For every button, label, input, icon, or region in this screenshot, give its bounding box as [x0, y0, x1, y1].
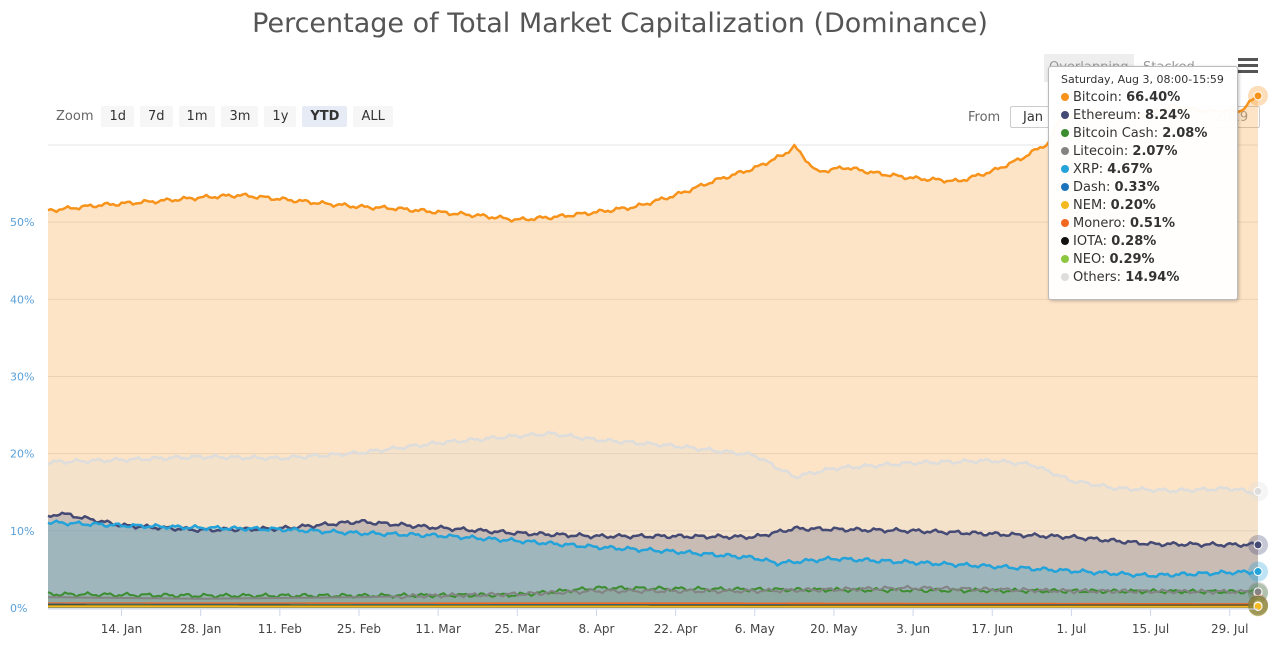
y-tick-label: 50% [10, 216, 34, 229]
x-tick-label: 15. Jul [1132, 622, 1169, 636]
tooltip-series-name: NEM: [1073, 198, 1111, 213]
hover-point [1253, 540, 1263, 550]
series-area-ethereum [48, 512, 1258, 608]
x-tick-label: 20. May [810, 622, 858, 636]
y-tick-label: 40% [10, 293, 34, 306]
legend-dot-icon [1061, 165, 1069, 173]
series-area-bitcoin [48, 95, 1258, 608]
tooltip-series-name: IOTA: [1073, 234, 1112, 249]
x-tick-label: 25. Feb [337, 622, 381, 636]
legend-dot-icon [1061, 111, 1069, 119]
tooltip-series-value: 14.94% [1125, 270, 1180, 285]
series-line-monero [48, 602, 1258, 606]
tooltip-series-name: Others: [1073, 270, 1126, 285]
tooltip-series-name: Ethereum: [1073, 108, 1146, 123]
zoom-1d-button[interactable]: 1d [101, 106, 135, 127]
hover-point [1253, 587, 1263, 597]
zoom-1m-button[interactable]: 1m [178, 106, 216, 127]
series-lines [47, 94, 1259, 608]
tooltip-series-value: 66.40% [1126, 90, 1181, 105]
legend-dot-icon [1061, 147, 1069, 155]
x-tick-label: 22. Apr [654, 622, 698, 636]
y-tick-label: 0% [10, 602, 27, 615]
tooltip-series-value: 0.28% [1111, 234, 1157, 249]
tooltip-series-name: Monero: [1073, 216, 1130, 231]
tooltip-row: Bitcoin: 66.40% [1061, 89, 1237, 107]
tooltip-row: Monero: 0.51% [1061, 215, 1237, 233]
tooltip-series-value: 2.07% [1132, 144, 1178, 159]
hover-point [1253, 601, 1263, 611]
x-tick-label: 17. Jun [971, 622, 1013, 636]
legend-dot-icon [1061, 183, 1069, 191]
tooltip-series-name: NEO: [1073, 252, 1110, 267]
tooltip-series-value: 4.67% [1107, 162, 1153, 177]
legend-dot-icon [1061, 201, 1069, 209]
tooltip-series-name: XRP: [1073, 162, 1108, 177]
legend-dot-icon [1061, 129, 1069, 137]
tooltip-row: IOTA: 0.28% [1061, 233, 1237, 251]
zoom-3m-button[interactable]: 3m [221, 106, 259, 127]
hover-point [1253, 567, 1263, 577]
series-area-others [48, 432, 1258, 608]
x-tick-label: 11. Feb [258, 622, 302, 636]
tooltip-row: Others: 14.94% [1061, 269, 1237, 287]
tooltip-rows: Bitcoin: 66.40% Ethereum: 8.24% Bitcoin Ca… [1061, 89, 1237, 287]
hover-point [1253, 486, 1263, 496]
legend-dot-icon [1061, 273, 1069, 281]
x-tick-label: 3. Jun [896, 622, 930, 636]
chart-title: Percentage of Total Market Capitalizatio… [252, 8, 988, 39]
zoom-all-button[interactable]: ALL [353, 106, 393, 127]
x-axis: 14. Jan 28. Jan 11. Feb 25. Feb 11. Mar 25. M… [48, 608, 1258, 636]
hover-markers [1248, 85, 1268, 617]
tooltip-row: NEM: 0.20% [1061, 197, 1237, 215]
series-line-xrp [47, 519, 1259, 579]
tooltip-series-value: 2.08% [1162, 126, 1208, 141]
tooltip-series-value: 0.51% [1129, 216, 1176, 231]
x-tick-label: 1. Jul [1057, 622, 1087, 636]
legend-dot-icon [1061, 255, 1069, 263]
hover-point [1253, 91, 1263, 101]
zoom-ytd-button[interactable]: YTD [302, 106, 348, 127]
tooltip-series-value: 8.24% [1145, 108, 1191, 123]
tooltip-row: NEO: 0.29% [1061, 251, 1237, 269]
tooltip-row: Dash: 0.33% [1061, 179, 1237, 197]
tooltip-series-name: Litecoin: [1073, 144, 1133, 159]
series-line-others [47, 430, 1259, 495]
zoom-1y-button[interactable]: 1y [264, 106, 297, 127]
y-tick-label: 30% [10, 371, 34, 384]
tooltip: Saturday, Aug 3, 08:00-15:59 Bitcoin: 66… [1048, 66, 1238, 300]
x-tick-label: 25. Mar [495, 622, 541, 636]
tooltip-series-name: Dash: [1073, 180, 1115, 195]
tooltip-series-value: 0.20% [1110, 198, 1156, 213]
tooltip-row: Bitcoin Cash: 2.08% [1061, 125, 1237, 143]
tooltip-date: Saturday, Aug 3, 08:00-15:59 [1061, 73, 1224, 86]
zoom-bar: Zoom 1d 7d 1m 3m 1y YTD ALL [56, 106, 393, 127]
x-tick-label: 8. Apr [578, 622, 614, 636]
series-line-litecoin [48, 584, 1259, 600]
x-tick-label: 6. May [735, 622, 775, 636]
x-tick-label: 28. Jan [180, 622, 221, 636]
y-tick-label: 10% [10, 525, 34, 538]
x-tick-label: 11. Mar [415, 622, 461, 636]
tooltip-series-value: 0.33% [1114, 180, 1160, 195]
y-axis: 0% 10% 20% 30% 40% 50% [10, 216, 34, 615]
tooltip-series-name: Bitcoin Cash: [1073, 126, 1163, 141]
legend-dot-icon [1061, 237, 1069, 245]
zoom-label: Zoom [56, 109, 94, 124]
legend-dot-icon [1061, 219, 1069, 227]
tooltip-row: Ethereum: 8.24% [1061, 107, 1237, 125]
from-label: From [968, 110, 1001, 125]
hamburger-menu-icon[interactable] [1238, 58, 1258, 76]
legend-dot-icon [1061, 93, 1069, 101]
x-tick-label: 29. Jul [1211, 622, 1248, 636]
zoom-7d-button[interactable]: 7d [140, 106, 173, 127]
x-tick-label: 14. Jan [101, 622, 142, 636]
tooltip-series-name: Bitcoin: [1073, 90, 1127, 105]
series-area-xrp [48, 520, 1258, 608]
tooltip-row: XRP: 4.67% [1061, 161, 1237, 179]
y-tick-label: 20% [10, 448, 34, 461]
tooltip-row: Litecoin: 2.07% [1061, 143, 1237, 161]
tooltip-series-value: 0.29% [1109, 252, 1155, 267]
